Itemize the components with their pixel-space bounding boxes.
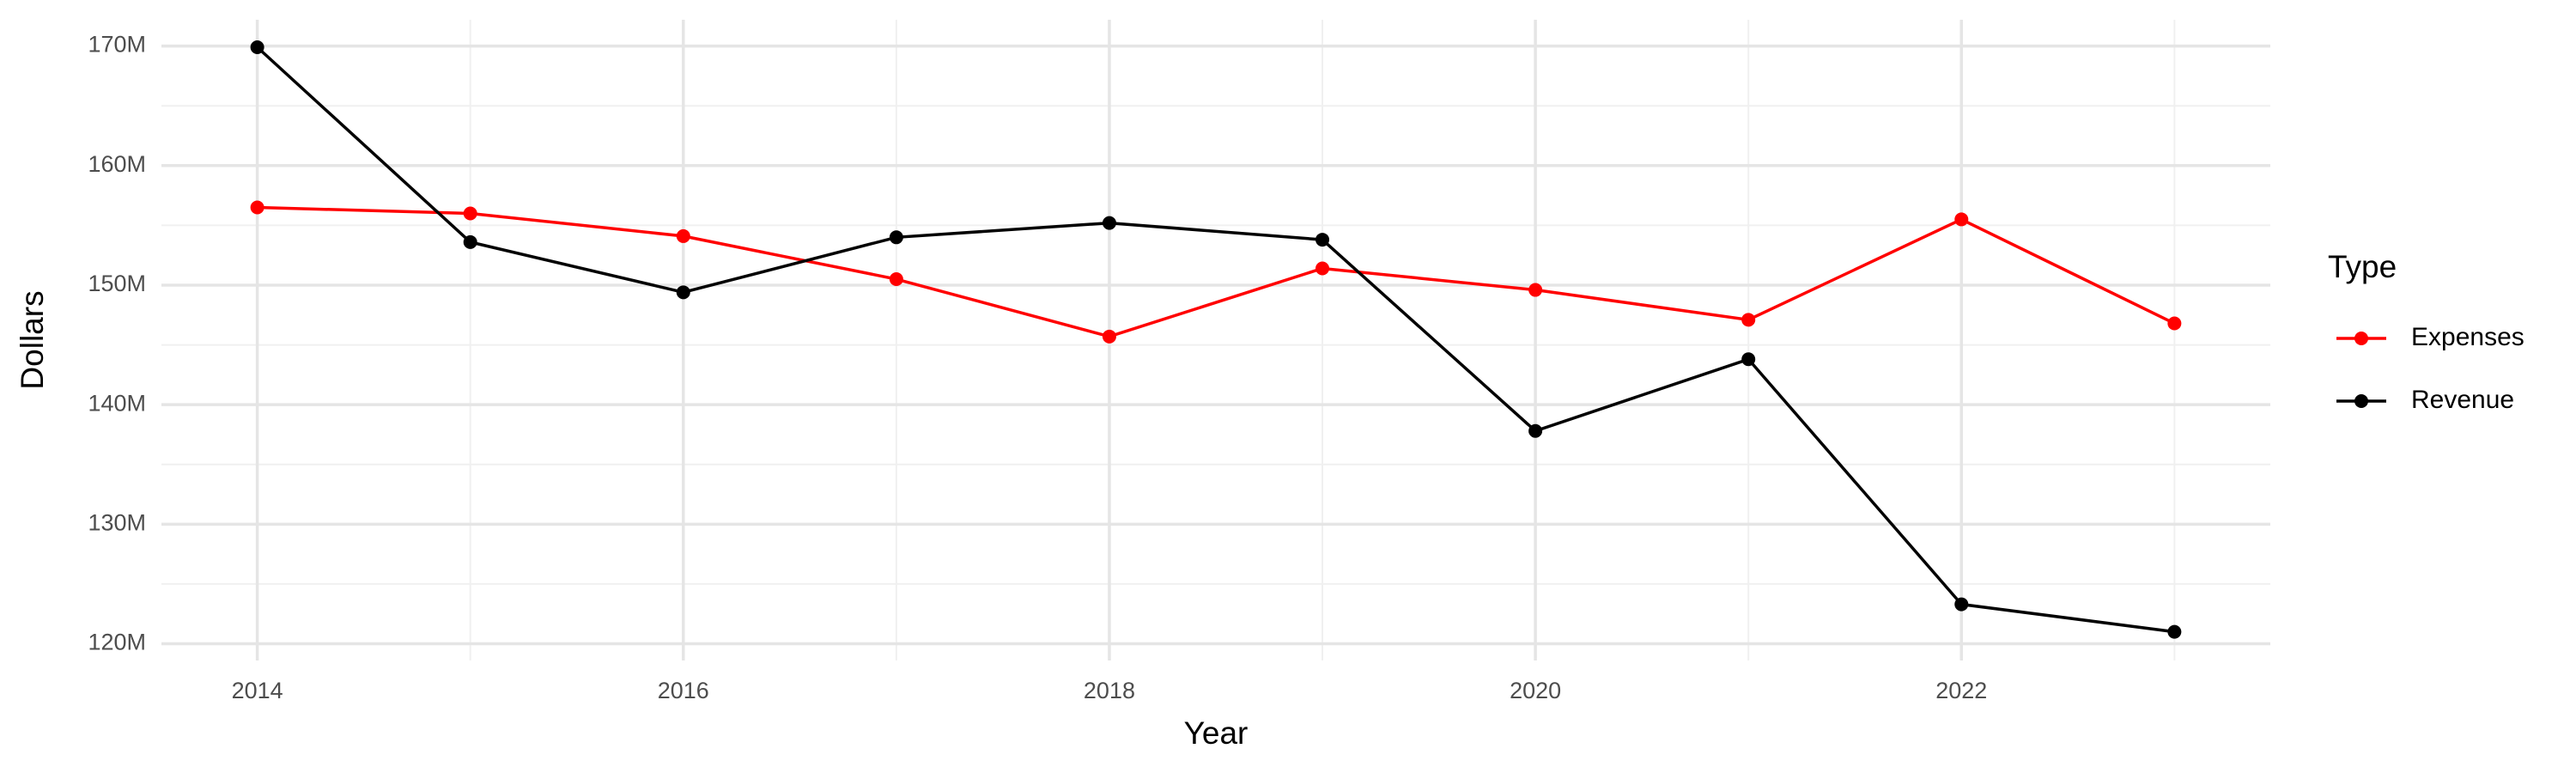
legend-key-point bbox=[2354, 394, 2368, 408]
data-point bbox=[1741, 313, 1756, 327]
y-tick-label: 160M bbox=[88, 151, 146, 177]
legend-title: Type bbox=[2328, 249, 2397, 284]
data-point bbox=[2167, 316, 2182, 331]
y-tick-label: 150M bbox=[88, 271, 146, 296]
data-point bbox=[889, 272, 903, 287]
data-point bbox=[463, 206, 477, 221]
data-point bbox=[1315, 233, 1330, 247]
x-axis-title: Year bbox=[1184, 715, 1249, 751]
x-tick-label: 2014 bbox=[232, 678, 283, 703]
legend-key-point bbox=[2354, 332, 2368, 345]
legend-label: Expenses bbox=[2411, 323, 2524, 351]
y-tick-label: 130M bbox=[88, 509, 146, 535]
y-tick-label: 170M bbox=[88, 32, 146, 58]
x-tick-label: 2020 bbox=[1510, 678, 1561, 703]
data-point bbox=[1954, 212, 1969, 227]
data-point bbox=[1315, 261, 1330, 276]
x-tick-label: 2018 bbox=[1084, 678, 1135, 703]
series-line bbox=[257, 205, 2176, 338]
data-point bbox=[2167, 624, 2182, 639]
y-axis-title: Dollars bbox=[15, 290, 50, 389]
data-point bbox=[1741, 352, 1756, 367]
y-tick-label: 120M bbox=[88, 630, 146, 655]
series-line bbox=[256, 46, 2175, 634]
data-point bbox=[463, 234, 477, 249]
data-point bbox=[889, 230, 903, 245]
x-tick-label: 2022 bbox=[1935, 678, 1987, 703]
data-point bbox=[1954, 597, 1969, 612]
data-point bbox=[676, 228, 690, 243]
data-point bbox=[1102, 216, 1116, 230]
x-tick-label: 2016 bbox=[658, 678, 709, 703]
data-point bbox=[1528, 423, 1543, 438]
data-point bbox=[250, 200, 264, 215]
data-point bbox=[250, 40, 264, 55]
data-point bbox=[676, 285, 690, 300]
legend-label: Revenue bbox=[2411, 386, 2514, 414]
y-tick-label: 140M bbox=[88, 390, 146, 416]
data-point bbox=[1102, 329, 1116, 344]
data-point bbox=[1528, 283, 1543, 297]
